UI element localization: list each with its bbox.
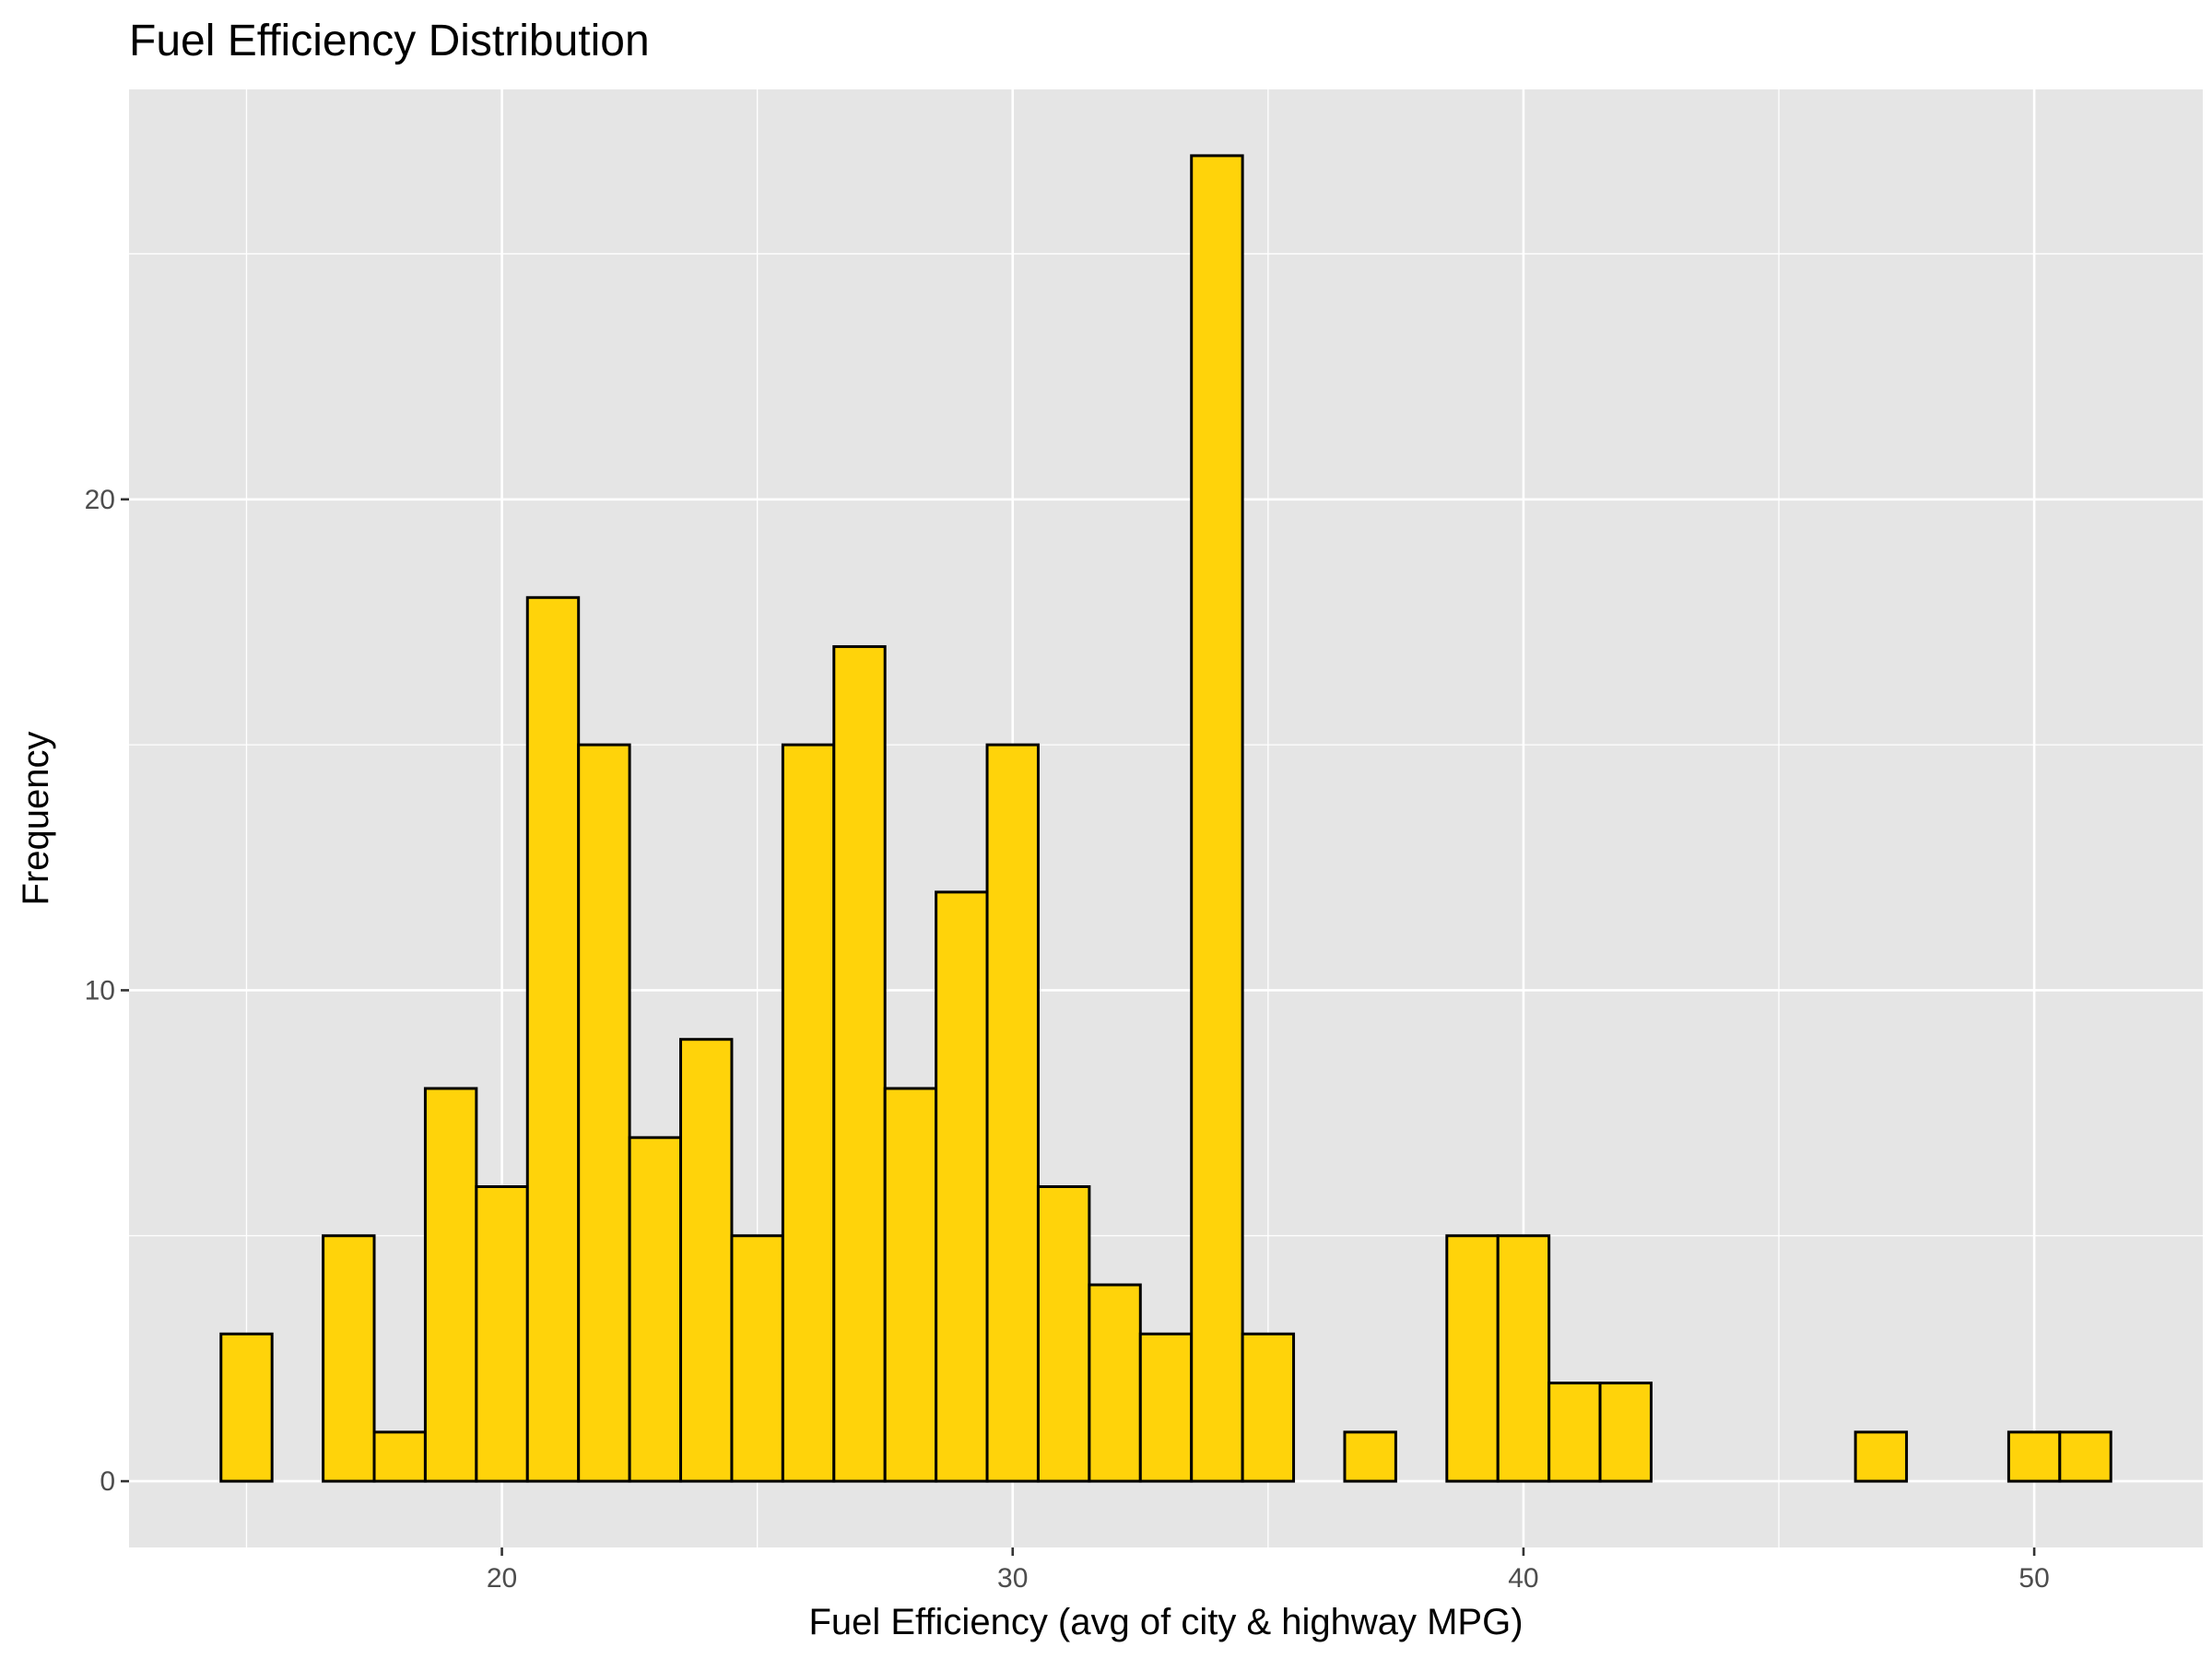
y-axis-title: Frequency (16, 732, 56, 906)
y-tick-label: 20 (85, 485, 115, 515)
histogram-bar (1088, 1283, 1142, 1483)
histogram-bar (322, 1234, 376, 1483)
y-axis: 0 10 20 (85, 485, 129, 1497)
x-tick-label: 50 (2018, 1563, 2049, 1594)
histogram-bar (1496, 1234, 1551, 1483)
y-tick-label: 0 (100, 1466, 115, 1497)
histogram-bar (1598, 1382, 1653, 1483)
histogram-bar (832, 645, 887, 1483)
histogram-bar (781, 743, 836, 1483)
histogram-bar (935, 890, 989, 1483)
histogram-bar (219, 1332, 274, 1483)
histogram-bar (2058, 1430, 2112, 1483)
chart-title: Fuel Efficiency Distribution (129, 17, 650, 65)
minor-gridlines (129, 89, 2203, 1547)
histogram-bar (577, 743, 631, 1483)
histogram-bar (628, 1135, 683, 1483)
y-tick-label: 10 (85, 975, 115, 1006)
histogram-bars (219, 154, 2112, 1483)
histogram-bar (372, 1430, 427, 1483)
histogram-bar (1853, 1430, 1909, 1483)
histogram-bar (525, 595, 581, 1483)
histogram-bar (985, 743, 1040, 1483)
histogram-bar (1445, 1234, 1500, 1483)
x-tick-label: 30 (997, 1563, 1028, 1594)
histogram-bar (1241, 1332, 1296, 1483)
x-axis-title: Fuel Efficiency (avg of city & highway M… (808, 1602, 1523, 1642)
histogram-bar (1343, 1430, 1397, 1483)
x-axis: 20 30 40 50 (487, 1547, 2050, 1594)
histogram-bar (475, 1184, 529, 1483)
histogram-bar (1547, 1382, 1602, 1483)
histogram-bar (1138, 1332, 1194, 1483)
x-tick-label: 20 (487, 1563, 517, 1594)
histogram-bar (730, 1234, 784, 1483)
histogram-bar (1036, 1184, 1091, 1483)
x-tick-label: 40 (1508, 1563, 1538, 1594)
histogram-bar (423, 1087, 478, 1483)
histogram-bar (883, 1087, 938, 1483)
histogram-bar (1190, 154, 1244, 1483)
histogram-bar (679, 1038, 734, 1483)
histogram-bar (2006, 1430, 2062, 1483)
